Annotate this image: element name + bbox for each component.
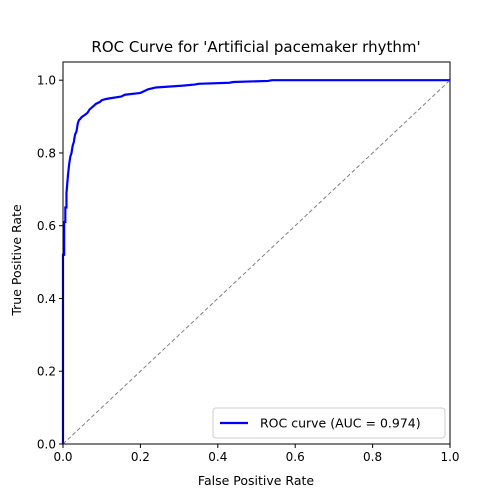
chart-title: ROC Curve for 'Artificial pacemaker rhyt…: [91, 38, 420, 56]
y-tick-label: 0.2: [37, 365, 56, 379]
chance-diagonal-line: [62, 79, 451, 445]
y-axis-ticks: 0.0 0.2 0.4 0.6 0.8 1.0: [37, 73, 63, 451]
legend: ROC curve (AUC = 0.974): [212, 407, 446, 439]
y-tick-label: 0.8: [37, 146, 56, 160]
x-axis-label: False Positive Rate: [198, 473, 314, 488]
x-axis-ticks: 0.0 0.2 0.4 0.6 0.8 1.0: [53, 444, 460, 464]
y-tick-label: 0.4: [37, 292, 56, 306]
axes-frame: [62, 61, 451, 445]
roc-curve-line: [61, 79, 450, 444]
y-tick-label: 0.6: [37, 219, 56, 233]
plot-area: [61, 61, 451, 445]
y-tick-label: 0.0: [37, 437, 56, 451]
x-tick-label: 0.2: [131, 450, 150, 464]
x-tick-label: 0.8: [363, 450, 382, 464]
legend-box: [212, 407, 446, 439]
x-tick-label: 0.4: [208, 450, 227, 464]
y-axis-label: True Positive Rate: [9, 204, 24, 317]
legend-label-roc: ROC curve (AUC = 0.974): [260, 416, 421, 431]
x-tick-label: 0.0: [53, 450, 72, 464]
x-tick-label: 0.6: [286, 450, 305, 464]
y-tick-label: 1.0: [37, 73, 56, 87]
x-tick-label: 1.0: [440, 450, 459, 464]
